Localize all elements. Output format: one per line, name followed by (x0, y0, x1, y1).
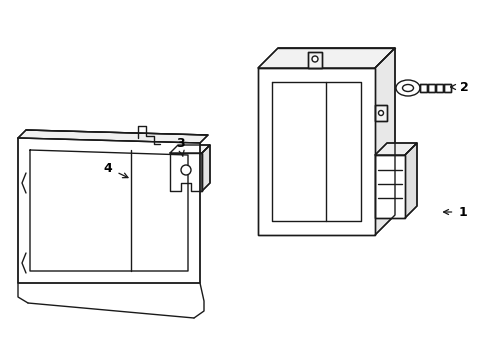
Polygon shape (258, 68, 375, 235)
Polygon shape (202, 145, 210, 191)
Polygon shape (375, 155, 405, 218)
Circle shape (312, 56, 318, 62)
Polygon shape (428, 84, 435, 92)
Polygon shape (375, 105, 387, 121)
Text: 4: 4 (103, 162, 128, 178)
Polygon shape (18, 130, 208, 143)
Polygon shape (170, 145, 210, 153)
Circle shape (181, 165, 191, 175)
Polygon shape (375, 143, 417, 155)
Polygon shape (258, 48, 395, 68)
Ellipse shape (396, 80, 420, 96)
Text: 1: 1 (443, 206, 467, 219)
Polygon shape (405, 143, 417, 218)
Polygon shape (170, 153, 202, 191)
Polygon shape (436, 84, 443, 92)
Text: 2: 2 (451, 81, 468, 94)
Polygon shape (420, 84, 427, 92)
Text: 3: 3 (176, 136, 184, 157)
Ellipse shape (402, 85, 414, 91)
Polygon shape (308, 52, 322, 68)
Circle shape (378, 111, 384, 116)
Polygon shape (375, 48, 395, 235)
Polygon shape (444, 84, 451, 92)
Polygon shape (18, 138, 200, 283)
